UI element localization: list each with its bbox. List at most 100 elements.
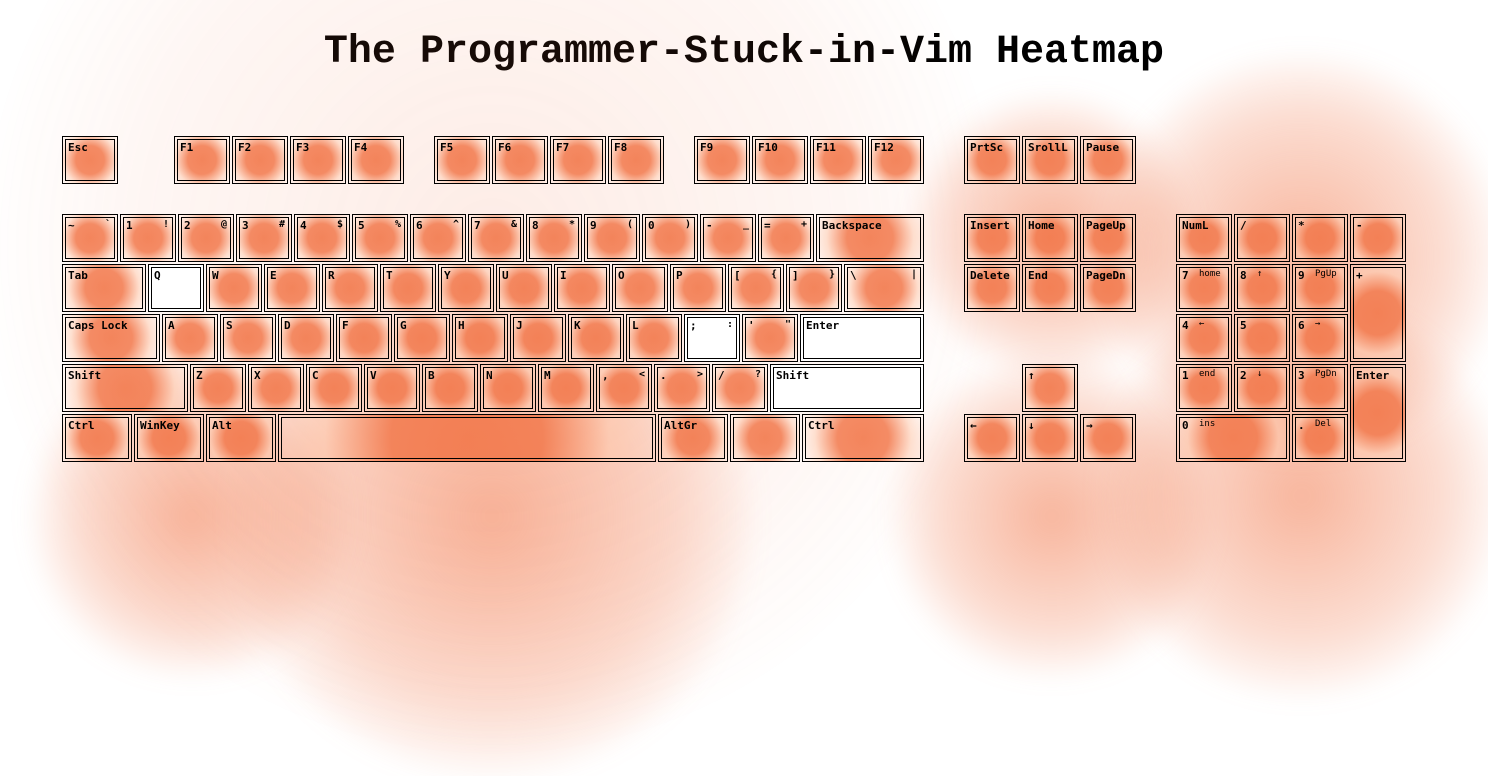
key-f9: F9 [694,136,750,184]
key-tab: Tab [62,264,146,312]
key-label: O [618,269,625,282]
key-f10: F10 [752,136,808,184]
key-shift: Shift [62,364,188,412]
key-e: E [264,264,320,312]
key-shift-label: % [395,219,401,230]
key-ctrl: Ctrl [62,414,132,462]
key-label: 4 [1182,319,1189,332]
key-label: PageUp [1086,219,1126,232]
key-label: F10 [758,141,778,154]
key-delete: Delete [964,264,1020,312]
key-label: 5 [358,219,365,232]
key-blank [730,414,800,462]
key-shift-label: : [727,319,733,330]
key-9: 9( [584,214,640,262]
key-label: = [764,219,771,232]
keyboard-heatmap: EscF1F2F3F4F5F6F7F8F9F10F11F12PrtScSroll… [62,136,1442,556]
key-label: 6 [416,219,423,232]
key-label: F3 [296,141,309,154]
key-f4: F4 [348,136,404,184]
key-label: T [386,269,393,282]
key--: ,< [596,364,652,412]
key-label: X [254,369,261,382]
key-shift-label: _ [743,219,749,230]
key-g: G [394,314,450,362]
key-label: 7 [474,219,481,232]
key-x: X [248,364,304,412]
key-label: SrollL [1028,141,1068,154]
key-label: D [284,319,291,332]
key-4: 4$ [294,214,350,262]
key-0: 0ins [1176,414,1290,462]
key-shift-label: + [801,219,807,230]
key-c: C [306,364,362,412]
key-label: I [560,269,567,282]
key-numl: NumL [1176,214,1232,262]
key-shift-label: } [829,269,835,280]
key-home: Home [1022,214,1078,262]
key-label: Home [1028,219,1055,232]
key-label: ; [690,319,697,332]
key-label: 2 [1240,369,1247,382]
key--: ← [964,414,1020,462]
key-f5: F5 [434,136,490,184]
key-5: 5% [352,214,408,262]
key-7: 7& [468,214,524,262]
key--: → [1080,414,1136,462]
key-label: 3 [242,219,249,232]
key--: =+ [758,214,814,262]
key-label: K [574,319,581,332]
key-label: 1 [1182,369,1189,382]
key-label: Caps Lock [68,319,128,332]
key--: [{ [728,264,784,312]
key-label: Shift [68,369,101,382]
key-label: 8 [1240,269,1247,282]
key-h: H [452,314,508,362]
key-secondary-label: ins [1199,419,1215,429]
key-label: 4 [300,219,307,232]
key-label: R [328,269,335,282]
key--: ↓ [1022,414,1078,462]
key-f6: F6 [492,136,548,184]
key-label: F9 [700,141,713,154]
key-label: . [1298,419,1305,432]
key-6: 6→ [1292,314,1348,362]
key-shift-label: < [639,369,645,380]
key-label: NumL [1182,219,1209,232]
key-5: 5 [1234,314,1290,362]
key-label: Delete [970,269,1010,282]
key-7: 7home [1176,264,1232,312]
key-label: ↑ [1028,369,1035,382]
key-6: 6^ [410,214,466,262]
key-label: 1 [126,219,133,232]
key-f: F [336,314,392,362]
key--: /? [712,364,768,412]
key-f12: F12 [868,136,924,184]
key-label: Shift [776,369,809,382]
key-shift-label: " [785,319,791,330]
key--: .> [654,364,710,412]
key-label: M [544,369,551,382]
key-w: W [206,264,262,312]
key-shift-label: * [569,219,575,230]
key-label: H [458,319,465,332]
key-label: End [1028,269,1048,282]
key-backspace: Backspace [816,214,924,262]
key-label: F6 [498,141,511,154]
key--: - [1350,214,1406,262]
key--: ~` [62,214,118,262]
key-label: F11 [816,141,836,154]
key-label: Z [196,369,203,382]
key-4: 4← [1176,314,1232,362]
key-t: T [380,264,436,312]
key-label: F12 [874,141,894,154]
key-label: 5 [1240,319,1247,332]
key-label: * [1298,219,1305,232]
key-label: 6 [1298,319,1305,332]
key-label: N [486,369,493,382]
key-z: Z [190,364,246,412]
key-u: U [496,264,552,312]
key-shift-label: ( [627,219,633,230]
key-i: I [554,264,610,312]
key-secondary-label: home [1199,269,1221,279]
